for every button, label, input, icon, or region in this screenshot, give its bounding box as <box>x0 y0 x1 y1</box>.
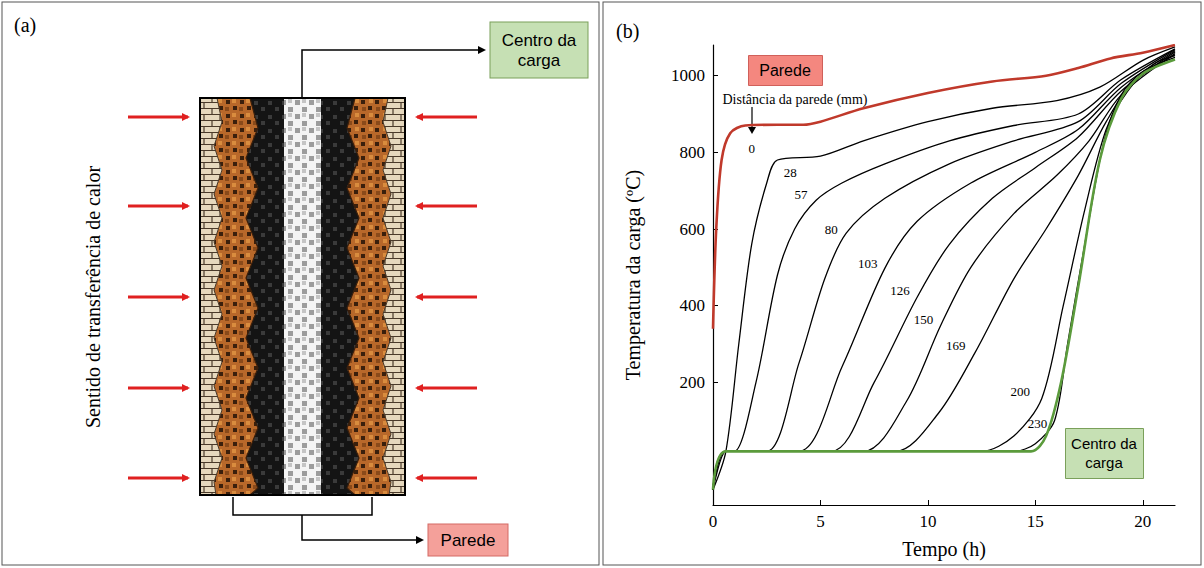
svg-text:carga: carga <box>1085 454 1123 471</box>
svg-text:80: 80 <box>825 222 838 237</box>
svg-text:Centro da: Centro da <box>1071 435 1138 452</box>
svg-text:20: 20 <box>1134 512 1151 531</box>
svg-text:0: 0 <box>709 512 718 531</box>
svg-text:Distância da parede (mm): Distância da parede (mm) <box>723 92 868 108</box>
svg-text:200: 200 <box>680 373 706 392</box>
svg-text:230: 230 <box>1028 416 1048 431</box>
svg-text:(a): (a) <box>14 14 36 37</box>
svg-text:126: 126 <box>890 283 910 298</box>
svg-text:Parede: Parede <box>759 62 811 79</box>
svg-text:103: 103 <box>858 256 878 271</box>
svg-text:800: 800 <box>680 143 706 162</box>
svg-text:Temperatura da carga (ºC): Temperatura da carga (ºC) <box>622 170 645 380</box>
svg-text:169: 169 <box>946 338 966 353</box>
svg-text:400: 400 <box>680 296 706 315</box>
svg-text:Tempo (h): Tempo (h) <box>902 538 986 561</box>
svg-text:15: 15 <box>1027 512 1044 531</box>
svg-text:28: 28 <box>784 165 797 180</box>
svg-text:(b): (b) <box>616 20 639 43</box>
svg-text:Sentido de transferência de ca: Sentido de transferência de calor <box>82 166 104 428</box>
svg-text:10: 10 <box>919 512 936 531</box>
svg-text:1000: 1000 <box>671 66 705 85</box>
svg-text:150: 150 <box>914 312 934 327</box>
svg-text:600: 600 <box>680 220 706 239</box>
svg-text:5: 5 <box>816 512 825 531</box>
svg-text:0: 0 <box>748 141 755 156</box>
svg-text:200: 200 <box>1011 384 1031 399</box>
svg-text:Centro dacarga: Centro dacarga <box>502 31 577 70</box>
svg-text:Parede: Parede <box>441 531 496 550</box>
svg-text:57: 57 <box>795 187 809 202</box>
